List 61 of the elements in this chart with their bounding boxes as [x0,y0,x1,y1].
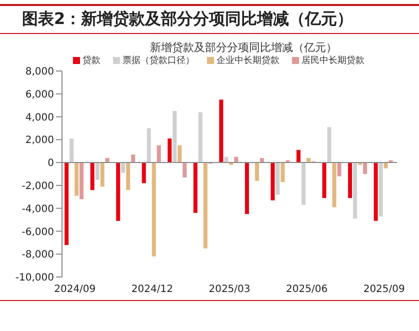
bar [374,162,378,221]
bar [322,162,326,198]
bar [332,162,336,208]
bar [363,162,368,174]
bar [327,127,332,163]
bar [302,162,306,205]
bar [64,162,69,245]
x-tick-label: 2025/03 [208,284,250,296]
bar [337,162,342,176]
bar [100,162,104,187]
x-tick-label: 2025/09 [363,284,405,296]
bar [182,162,187,178]
bar [95,162,100,180]
chart-title: 图表2：新增贷款及部分分项同比增减（亿元） [22,9,354,30]
y-tick-label: -2,000 [22,180,54,192]
bar [178,145,182,163]
y-tick-label: 4,000 [25,112,54,124]
bar [378,162,383,216]
bar [152,162,156,256]
legend-label: 贷款 [82,54,100,67]
chart-subtitle: 新增贷款及部分分项同比增减（亿元） [150,40,337,55]
legend-label: 居民中长期贷款 [302,54,364,67]
bar [353,162,358,219]
bar [203,162,208,248]
bar [384,162,388,168]
bar [219,100,224,163]
y-tick-label: 0 [48,158,54,170]
bar [276,162,280,195]
x-tick-label: 2024/09 [54,284,96,296]
legend-label: 票据（贷款口径） [122,54,194,67]
bar [280,162,285,182]
x-tick-label: 2024/12 [131,284,173,296]
y-tick-label: 6,000 [25,89,54,100]
bar [121,162,126,173]
y-tick-label: 8,000 [25,66,54,78]
bar [156,145,161,163]
bar [172,111,177,163]
bar [193,162,198,213]
bar [80,162,84,200]
bar [74,162,79,196]
bar [348,162,352,198]
y-tick-label: -10,000 [15,272,54,284]
bar [296,150,300,163]
bar [131,154,136,163]
bar [270,162,275,200]
bar [244,162,249,214]
x-tick-label: 2025/06 [286,284,328,296]
bar [126,162,130,190]
legend-label: 企业中长期贷款 [216,54,280,67]
y-tick-label: -6,000 [22,226,54,238]
y-tick-label: -4,000 [22,204,54,215]
y-tick-label: 2,000 [25,135,54,146]
bar [142,162,146,184]
bar [198,112,202,163]
bar [90,162,94,190]
bar [116,162,120,221]
bar [168,138,172,163]
y-tick-label: -8,000 [22,250,54,261]
bar [146,128,151,163]
bar [254,162,259,181]
bar [70,138,74,163]
